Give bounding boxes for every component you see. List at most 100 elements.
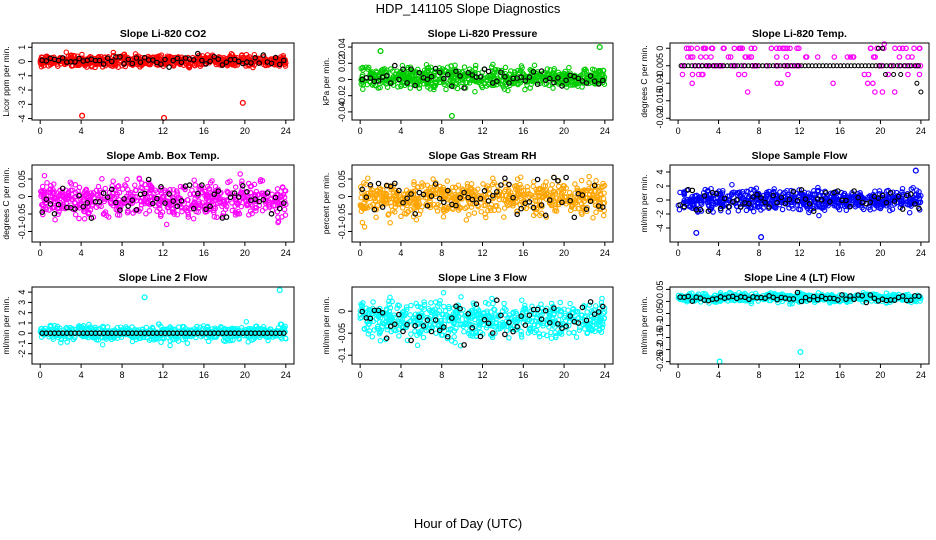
data-point [428,73,435,80]
data-point [55,211,61,218]
y-tick-label: -3 [17,100,27,108]
data-point [593,209,599,216]
data-point [274,60,280,67]
data-point [914,80,920,86]
data-point [490,61,496,68]
data-point [110,49,117,56]
data-point [731,45,738,52]
data-point [104,55,111,62]
data-point [375,78,382,84]
data-point [72,211,79,218]
data-point [96,57,103,64]
x-tick-label: 4 [79,126,84,136]
data-point [531,62,538,69]
data-point [163,221,170,228]
data-point [440,290,447,296]
data-point [697,54,704,60]
y-tick-label: -4 [655,224,665,232]
data-point [121,60,127,67]
data-point [916,71,923,78]
y-tick-label: 1 [17,320,27,325]
data-point [517,68,524,74]
data-point [167,342,173,349]
outlier-point [276,287,283,294]
data-point [447,77,454,83]
data-point [164,56,171,63]
x-tick-label: 0 [38,248,43,258]
data-point [52,216,58,223]
data-point [687,54,694,60]
data-point [881,41,888,47]
data-point [129,60,136,67]
data-point [414,342,421,349]
data-point [102,185,109,192]
data-point [377,338,384,344]
data-point [179,208,185,215]
data-point [104,324,111,330]
data-point [191,177,197,183]
data-point [272,54,279,61]
data-point [708,54,714,60]
outlier-point [758,234,765,241]
x-tick-label: 12 [158,248,168,258]
y-tick-label: 1 [17,45,27,50]
y-tick-label: 0.05 [17,170,27,188]
data-point [571,214,578,221]
data-point [458,83,465,90]
data-point [81,216,88,222]
panel-title: Slope Li-820 CO2 [120,28,207,40]
data-point [548,335,555,341]
data-point [567,82,573,88]
x-tick-label: 12 [158,370,168,380]
series-all-observations [675,167,924,241]
y-tick-label: -0.05 [337,204,347,225]
data-point [796,45,802,52]
data-point [783,54,790,60]
y-tick-label: -1 [17,72,27,80]
figure-title: HDP_141105 Slope Diagnostics [375,1,561,16]
data-point [465,69,472,76]
data-point [905,71,911,78]
y-tick-label: -0.02 [655,108,665,129]
x-tick-label: 4 [716,126,721,136]
data-point [555,75,561,81]
data-point [408,66,414,73]
data-point [367,75,374,81]
data-point [727,54,734,60]
data-point [748,54,755,60]
data-point [359,219,366,226]
data-point [115,183,122,189]
data-point [676,206,683,213]
data-point [892,45,898,52]
outlier-point [693,229,700,236]
data-point [373,214,379,221]
data-point [407,85,414,91]
data-point [268,60,275,67]
series-all-observations [358,44,608,119]
data-point [591,78,598,84]
data-point [469,72,476,78]
data-point [449,184,456,191]
data-point [174,55,181,62]
data-point [408,331,414,337]
data-point [384,84,391,90]
panel-title: Slope Amb. Box Temp. [106,150,219,162]
data-point [398,81,405,88]
data-point [110,178,116,184]
data-point [170,187,177,193]
data-point [591,67,598,73]
y-tick-label: 0.05 [337,170,347,188]
data-point [472,62,479,69]
data-point [135,59,142,65]
data-point [256,60,263,66]
data-point [416,85,423,91]
data-point [847,54,854,60]
data-point [444,178,451,184]
data-point [898,72,904,77]
y-tick-label: 2 [17,310,27,315]
data-point [689,80,696,87]
data-point [116,212,123,218]
data-point [785,71,791,78]
data-point [412,82,419,89]
data-point [870,80,876,87]
